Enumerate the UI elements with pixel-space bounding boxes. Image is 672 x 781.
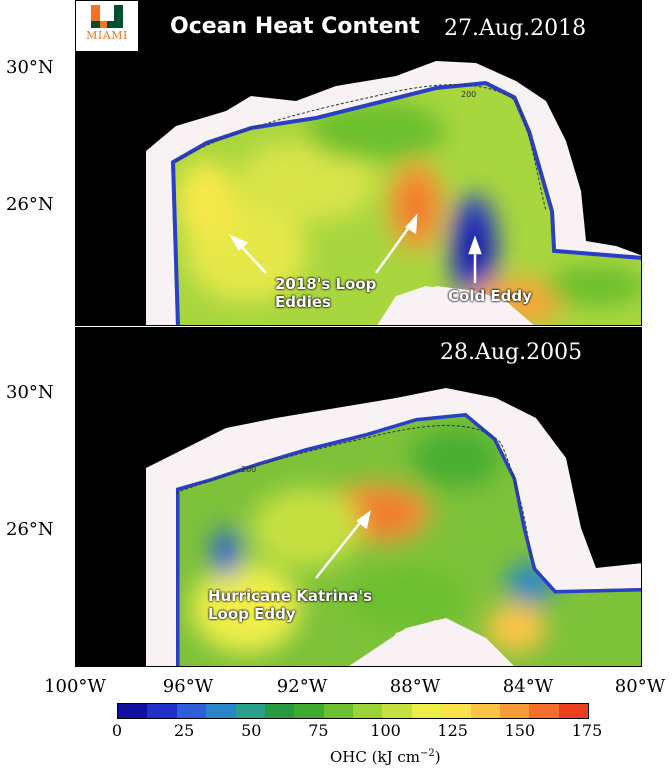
- colorbar-swatch: [235, 704, 265, 718]
- colorbar-swatch: [470, 704, 500, 718]
- lat-label-30n-bottom: 30°N: [6, 382, 54, 403]
- colorbar-title-exponent: −2: [419, 748, 435, 759]
- lat-label-30n-top: 30°N: [6, 57, 54, 78]
- colorbar-swatch: [441, 704, 471, 718]
- colorbar-tick-label: 150: [504, 721, 536, 740]
- lon-label: 80°W: [614, 676, 666, 697]
- map-2018-svg: 200: [76, 1, 641, 325]
- colorbar-swatch: [382, 704, 412, 718]
- colorbar-tick-label: 175: [571, 721, 603, 740]
- yucatan-shelf: [377, 620, 505, 666]
- colorbar-swatch: [264, 704, 295, 718]
- annotation-cold-eddy: Cold Eddy: [448, 287, 532, 305]
- colorbar-tick-label: 50: [241, 721, 262, 740]
- date-bottom: 28.Aug.2005: [440, 340, 583, 365]
- colorbar-title-close: ): [434, 748, 441, 766]
- contour-label-bottom: 200: [241, 465, 256, 474]
- colorbar-tick-label: 25: [173, 721, 195, 740]
- colorbar-swatch: [529, 704, 559, 718]
- florida-land: [546, 1, 641, 216]
- contour-label-top: 200: [461, 90, 476, 99]
- colorbar-swatch: [353, 704, 383, 718]
- colorbar-title-text: OHC (kJ cm: [330, 748, 420, 766]
- colorbar-swatch: [558, 704, 588, 718]
- ohc-map-2018: 200: [75, 0, 642, 326]
- date-top: 27.Aug.2018: [444, 16, 587, 41]
- colorbar-swatch: [176, 704, 207, 718]
- ohc-map-2005: 200: [75, 327, 642, 667]
- colorbar: [117, 703, 589, 719]
- annotation-line: 2018's Loop: [275, 275, 377, 293]
- lon-label: 88°W: [389, 676, 441, 697]
- lon-label: 100°W: [44, 676, 106, 697]
- lon-label: 92°W: [276, 676, 328, 697]
- lon-label: 96°W: [162, 676, 214, 697]
- university-logo: MIAMI: [76, 1, 138, 51]
- annotation-loop-eddies: 2018's Loop Eddies: [275, 275, 376, 311]
- contour-200: [175, 425, 532, 559]
- logo-text: MIAMI: [86, 29, 128, 42]
- lon-label: 84°W: [502, 676, 554, 697]
- colorbar-tick-label: 0: [111, 721, 123, 740]
- colorbar-swatch: [294, 704, 324, 718]
- colorbar-swatch: [499, 704, 530, 718]
- colorbar-swatch: [206, 704, 236, 718]
- colorbar-title: OHC (kJ cm−2): [330, 748, 441, 766]
- annotation-arrows-bottom: [315, 510, 371, 579]
- annotation-line: Loop Eddy: [208, 605, 296, 623]
- annotation-line: Hurricane Katrina's: [208, 587, 373, 605]
- us-coast-land: [146, 1, 641, 111]
- contour-200: [175, 84, 547, 212]
- colorbar-swatch: [118, 704, 148, 718]
- colorbar-swatch: [323, 704, 353, 718]
- florida-land: [546, 328, 641, 538]
- colorbar-tick-label: 75: [308, 721, 329, 740]
- lat-label-26n-top: 26°N: [6, 194, 54, 215]
- yucatan-shelf: [377, 286, 495, 325]
- colorbar-swatch: [411, 704, 442, 718]
- colorbar-tick-label: 125: [437, 721, 468, 740]
- annotation-katrina-eddy: Hurricane Katrina's Loop Eddy: [208, 587, 372, 623]
- figure-title: Ocean Heat Content: [170, 14, 420, 39]
- annotation-arrows-top: [229, 213, 482, 283]
- lat-label-26n-bottom: 26°N: [6, 519, 54, 540]
- colorbar-tick-label: 100: [370, 721, 401, 740]
- colorbar-swatch: [147, 704, 177, 718]
- us-coast-land: [146, 328, 641, 428]
- u-logo-icon: [91, 5, 123, 28]
- map-2005-svg: 200: [76, 328, 641, 666]
- annotation-line: Eddies: [275, 293, 331, 311]
